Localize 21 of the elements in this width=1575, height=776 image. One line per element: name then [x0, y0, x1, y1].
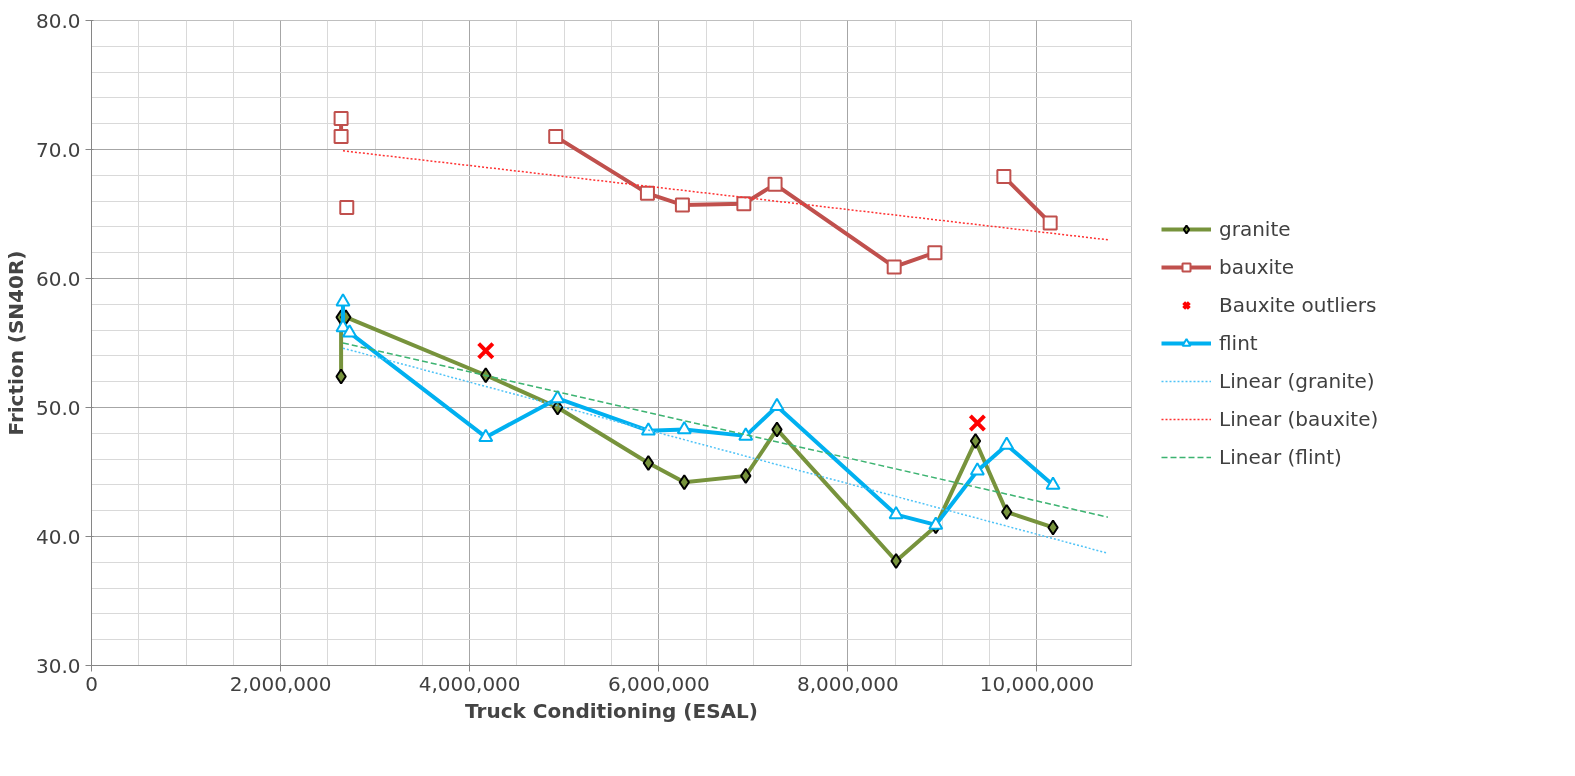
- y-axis-title: Friction (SN40R): [3, 250, 28, 436]
- x-axis-title: Truck Conditioning (ESAL): [465, 698, 758, 723]
- y-tick-label: 80.0: [35, 8, 81, 33]
- legend-label: Linear (granite): [1219, 368, 1375, 393]
- x-tick-label: 10,000,000: [979, 671, 1095, 696]
- legend-label: Linear (flint): [1219, 444, 1342, 469]
- legend-label: Bauxite outliers: [1219, 292, 1377, 317]
- x-tick-label: 6,000,000: [607, 671, 710, 696]
- y-tick-label: 70.0: [35, 137, 81, 162]
- legend-label: bauxite: [1219, 254, 1295, 279]
- legend-label: Linear (bauxite): [1219, 406, 1379, 431]
- legend-label: flint: [1219, 330, 1258, 355]
- x-tick-label: 2,000,000: [229, 671, 332, 696]
- legend-label: granite: [1219, 216, 1291, 241]
- x-tick-label: 4,000,000: [418, 671, 521, 696]
- x-tick-label: 8,000,000: [796, 671, 899, 696]
- y-tick-label: 40.0: [35, 524, 81, 549]
- y-tick-label: 30.0: [35, 653, 81, 678]
- x-tick-label: 0: [85, 671, 98, 696]
- y-tick-label: 50.0: [35, 395, 81, 420]
- y-tick-label: 60.0: [35, 266, 81, 291]
